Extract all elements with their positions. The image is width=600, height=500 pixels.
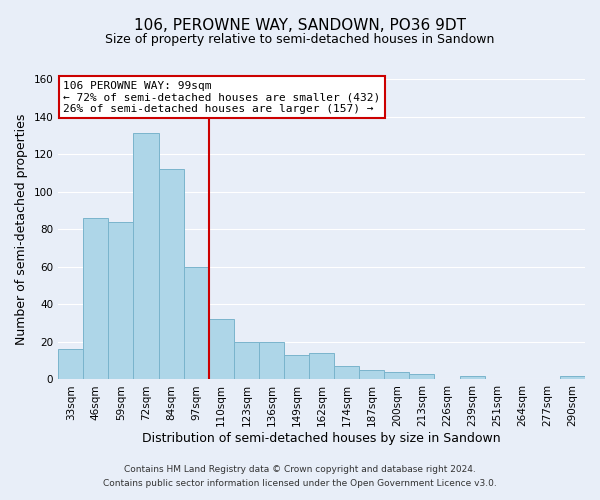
Bar [83,218,109,380]
Text: 106, PEROWNE WAY, SANDOWN, PO36 9DT: 106, PEROWNE WAY, SANDOWN, PO36 9DT [134,18,466,32]
Bar [409,374,434,380]
Bar [158,169,184,380]
Bar [209,320,234,380]
Bar [234,342,259,380]
Bar [109,222,133,380]
Text: Size of property relative to semi-detached houses in Sandown: Size of property relative to semi-detach… [106,32,494,46]
Bar [334,366,359,380]
Text: 106 PEROWNE WAY: 99sqm
← 72% of semi-detached houses are smaller (432)
26% of se: 106 PEROWNE WAY: 99sqm ← 72% of semi-det… [64,80,380,114]
Y-axis label: Number of semi-detached properties: Number of semi-detached properties [15,114,28,345]
Bar [309,353,334,380]
Bar [359,370,385,380]
Bar [284,355,309,380]
Bar [259,342,284,380]
Bar [560,376,585,380]
Bar [58,350,83,380]
Bar [460,376,485,380]
Bar [385,372,409,380]
Text: Contains HM Land Registry data © Crown copyright and database right 2024.
Contai: Contains HM Land Registry data © Crown c… [103,466,497,487]
Bar [133,134,158,380]
Bar [184,267,209,380]
X-axis label: Distribution of semi-detached houses by size in Sandown: Distribution of semi-detached houses by … [142,432,501,445]
